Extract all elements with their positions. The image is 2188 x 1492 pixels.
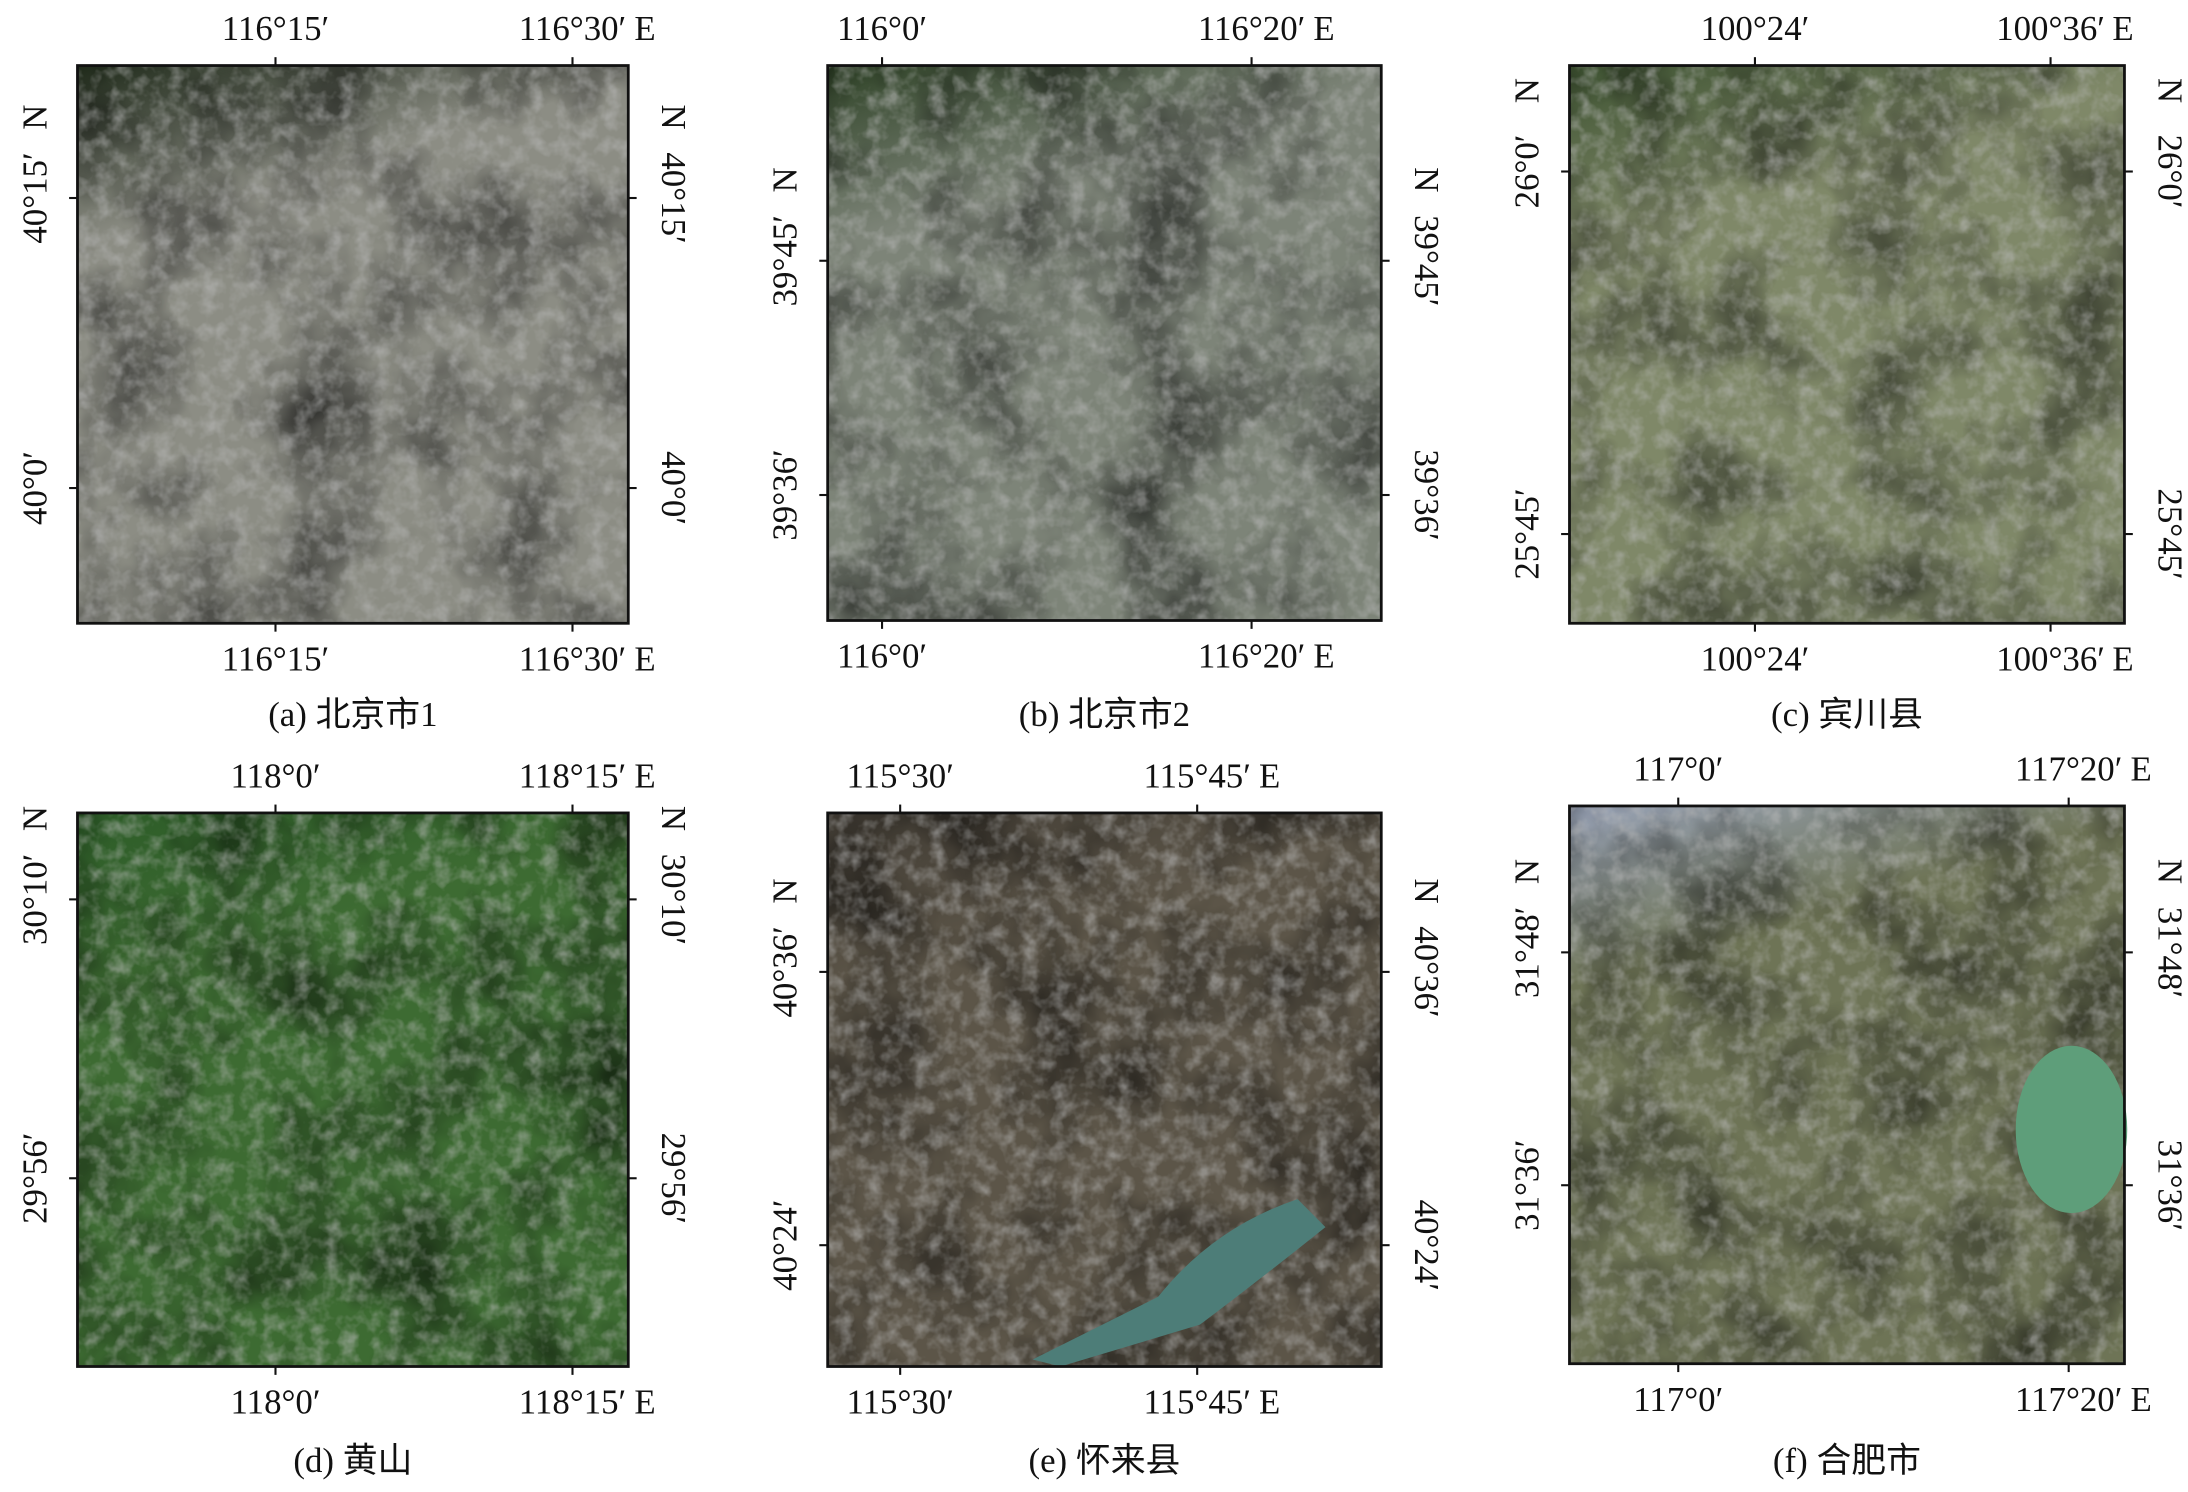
x-tick-label: 118°15′ <box>519 756 626 795</box>
hemisphere-label: E <box>1259 1383 1280 1422</box>
image-frame <box>826 64 1383 622</box>
hemisphere-label: E <box>634 9 655 48</box>
image-frame <box>826 811 1383 1368</box>
hemisphere-label: E <box>1259 756 1280 795</box>
y-tick-label: 40°15′ <box>15 152 54 243</box>
x-tick-label: 118°15′ <box>519 1383 626 1422</box>
x-tick-label: 100°36′ <box>1996 639 2105 678</box>
y-tick-label: 30°10′ <box>654 854 693 945</box>
x-tick-label: 116°20′ <box>1198 9 1305 48</box>
x-tick-label: 118°0′ <box>231 1383 321 1422</box>
hemisphere-label: N <box>1407 878 1446 903</box>
x-tick-label: 117°20′ <box>2015 749 2122 788</box>
image-texture <box>827 812 1382 1367</box>
image-frame <box>1568 64 2126 625</box>
caption: (e) 怀来县 <box>1028 1441 1180 1480</box>
x-tick-label: 116°30′ <box>519 639 626 678</box>
y-tick-label: 40°36′ <box>1407 926 1446 1017</box>
hemisphere-label: N <box>1507 859 1546 884</box>
x-tick-label: 116°0′ <box>837 637 927 676</box>
hemisphere-label: N <box>654 806 693 831</box>
x-tick-label: 117°20′ <box>2015 1380 2122 1419</box>
y-tick-label: 40°24′ <box>766 1200 805 1291</box>
reservoir <box>1032 1199 1326 1367</box>
hemisphere-label: E <box>634 1383 655 1422</box>
hemisphere-label: E <box>2131 749 2152 788</box>
image-texture <box>827 65 1382 621</box>
x-tick-label: 115°30′ <box>846 756 953 795</box>
image-frame <box>76 811 630 1368</box>
y-tick-label: 40°36′ <box>766 926 805 1017</box>
y-tick-label: 30°10′ <box>15 854 54 945</box>
hemisphere-label: E <box>2112 9 2133 48</box>
y-tick-label: 31°36′ <box>1507 1140 1546 1231</box>
hemisphere-label: E <box>634 756 655 795</box>
x-tick-label: 116°15′ <box>222 639 329 678</box>
hemisphere-label: N <box>2150 859 2188 884</box>
y-tick-label: 40°24′ <box>1407 1200 1446 1291</box>
x-tick-label: 115°30′ <box>846 1383 953 1422</box>
image-texture <box>1569 65 2125 624</box>
y-tick-label: 39°45′ <box>766 215 805 306</box>
x-tick-label: 116°0′ <box>837 9 927 48</box>
x-tick-label: 100°36′ <box>1996 9 2105 48</box>
image-frame <box>76 64 630 625</box>
hemisphere-label: E <box>2131 1380 2152 1419</box>
hemisphere-label: E <box>1313 637 1334 676</box>
hemisphere-label: N <box>766 167 805 192</box>
y-tick-label: 26°0′ <box>1507 135 1546 209</box>
y-tick-label: 39°36′ <box>766 449 805 540</box>
x-tick-label: 118°0′ <box>231 756 321 795</box>
x-tick-label: 117°0′ <box>1633 1380 1723 1419</box>
x-tick-label: 117°0′ <box>1633 749 1723 788</box>
x-tick-label: 116°15′ <box>222 9 329 48</box>
y-tick-label: 39°45′ <box>1407 215 1446 306</box>
y-tick-label: 25°45′ <box>1507 488 1546 579</box>
hemisphere-label: E <box>634 639 655 678</box>
y-tick-label: 29°56′ <box>15 1133 54 1224</box>
hemisphere-label: N <box>1407 167 1446 192</box>
hemisphere-label: E <box>2112 639 2133 678</box>
caption: (c) 宾川县 <box>1771 695 1923 734</box>
hemisphere-label: N <box>1507 78 1546 103</box>
y-tick-label: 40°0′ <box>654 451 693 525</box>
y-tick-label: 31°36′ <box>2150 1140 2188 1231</box>
y-tick-label: 31°48′ <box>1507 907 1546 998</box>
image-texture <box>77 65 629 624</box>
caption: (b) 北京市2 <box>1019 695 1190 734</box>
image-texture <box>77 812 629 1367</box>
y-tick-label: 40°0′ <box>15 451 54 525</box>
y-tick-label: 29°56′ <box>654 1133 693 1224</box>
x-tick-label: 100°24′ <box>1701 639 1810 678</box>
x-tick-label: 115°45′ <box>1143 1383 1250 1422</box>
y-tick-label: 25°45′ <box>2150 488 2188 579</box>
hemisphere-label: N <box>654 105 693 130</box>
image-frame <box>1568 804 2126 1366</box>
hemisphere-label: E <box>1313 9 1334 48</box>
y-tick-label: 40°15′ <box>654 152 693 243</box>
hemisphere-label: N <box>15 806 54 831</box>
x-tick-label: 100°24′ <box>1701 9 1810 48</box>
lake <box>2015 1045 2128 1214</box>
caption: (a) 北京市1 <box>268 695 437 734</box>
caption: (d) 黄山 <box>293 1441 412 1480</box>
x-tick-label: 116°30′ <box>519 9 626 48</box>
hemisphere-label: N <box>2150 78 2188 103</box>
caption: (f) 合肥市 <box>1773 1441 1921 1480</box>
y-tick-label: 31°48′ <box>2150 907 2188 998</box>
hemisphere-label: N <box>15 105 54 130</box>
y-tick-label: 26°0′ <box>2150 135 2188 209</box>
hemisphere-label: N <box>766 878 805 903</box>
y-tick-label: 39°36′ <box>1407 449 1446 540</box>
x-tick-label: 116°20′ <box>1198 637 1305 676</box>
x-tick-label: 115°45′ <box>1143 756 1250 795</box>
